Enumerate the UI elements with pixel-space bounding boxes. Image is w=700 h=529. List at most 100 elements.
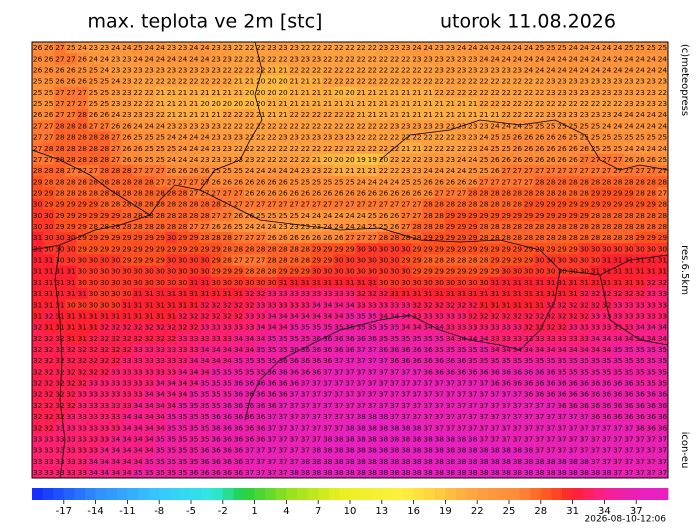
cell bbox=[389, 109, 401, 121]
cell-value: 27 bbox=[401, 211, 411, 220]
cell bbox=[489, 198, 501, 210]
cell-value: 32 bbox=[33, 367, 42, 376]
cell-value: 23 bbox=[401, 43, 411, 52]
cell bbox=[32, 198, 44, 210]
cell-value: 30 bbox=[580, 267, 590, 276]
cell-value: 37 bbox=[323, 412, 333, 421]
cell bbox=[299, 109, 312, 121]
cell bbox=[43, 75, 55, 88]
cell-value: 27 bbox=[591, 166, 601, 175]
cell-value: 32 bbox=[66, 356, 75, 365]
colorbar-swatch bbox=[657, 488, 669, 500]
cell-value: 28 bbox=[133, 211, 143, 220]
cell-value: 33 bbox=[78, 412, 88, 421]
cell-value: 26 bbox=[89, 110, 99, 119]
cell-value: 24 bbox=[490, 121, 500, 130]
cell-value: 20 bbox=[256, 88, 266, 97]
cell-value: 32 bbox=[211, 300, 220, 309]
cell bbox=[578, 220, 591, 233]
cell bbox=[333, 120, 345, 132]
cell-value: 28 bbox=[44, 144, 54, 153]
cell bbox=[411, 187, 423, 199]
cell-value: 37 bbox=[334, 367, 344, 376]
cell bbox=[210, 176, 222, 188]
cell-value: 23 bbox=[211, 66, 221, 75]
cell bbox=[366, 209, 379, 222]
cell bbox=[656, 42, 669, 54]
cell-value: 32 bbox=[189, 311, 198, 320]
cell-value: 22 bbox=[401, 54, 410, 63]
cell-value: 34 bbox=[144, 434, 154, 443]
cell-value: 38 bbox=[435, 457, 445, 466]
cell-value: 28 bbox=[658, 177, 668, 186]
cell-value: 24 bbox=[490, 54, 500, 63]
cell bbox=[188, 187, 200, 199]
cell-value: 33 bbox=[568, 323, 578, 332]
cell-value: 34 bbox=[189, 367, 199, 376]
cell bbox=[377, 198, 390, 210]
cell-value: 36 bbox=[591, 390, 601, 399]
cell-value: 27 bbox=[535, 166, 545, 175]
cell-value: 24 bbox=[167, 155, 177, 164]
cell-value: 30 bbox=[356, 244, 366, 253]
cell bbox=[188, 153, 200, 166]
cell-value: 27 bbox=[513, 177, 523, 186]
cell-value: 35 bbox=[635, 367, 645, 376]
cell bbox=[76, 142, 89, 155]
cell bbox=[165, 198, 178, 210]
cell-value: 27 bbox=[267, 200, 277, 209]
cell-value: 34 bbox=[144, 412, 154, 421]
cell-value: 37 bbox=[334, 423, 344, 432]
cell-value: 34 bbox=[647, 323, 657, 332]
cell bbox=[244, 299, 256, 311]
cell-value: 21 bbox=[368, 166, 378, 175]
cell bbox=[221, 109, 234, 121]
cell-value: 22 bbox=[513, 88, 522, 97]
cell-value: 30 bbox=[390, 278, 400, 287]
cell-value: 29 bbox=[524, 200, 534, 209]
cell-value: 30 bbox=[66, 300, 76, 309]
cell bbox=[110, 287, 122, 300]
cell bbox=[478, 243, 490, 255]
cell-value: 29 bbox=[557, 211, 567, 220]
cell-value: 29 bbox=[446, 211, 456, 220]
cell-value: 36 bbox=[267, 401, 277, 410]
cell-value: 24 bbox=[546, 54, 556, 63]
cell bbox=[110, 254, 122, 266]
cell-value: 27 bbox=[345, 233, 355, 242]
colorbar-swatch bbox=[201, 488, 213, 500]
cell bbox=[110, 42, 122, 54]
cell bbox=[623, 287, 635, 300]
cell bbox=[545, 97, 557, 110]
cell-value: 33 bbox=[256, 311, 266, 320]
cell-value: 22 bbox=[412, 77, 421, 86]
cell bbox=[456, 86, 468, 99]
cell-value: 29 bbox=[568, 200, 578, 209]
cell bbox=[511, 176, 524, 188]
cell-value: 26 bbox=[290, 188, 300, 197]
cell bbox=[489, 75, 501, 88]
cell-value: 20 bbox=[267, 88, 277, 97]
cell-value: 37 bbox=[457, 401, 467, 410]
cell bbox=[98, 299, 111, 311]
cell-value: 28 bbox=[78, 155, 88, 164]
cell-value: 36 bbox=[234, 434, 244, 443]
cell bbox=[601, 53, 613, 65]
cell-value: 29 bbox=[468, 211, 478, 220]
cell-value: 29 bbox=[468, 267, 478, 276]
cell-value: 33 bbox=[111, 423, 121, 432]
cell bbox=[98, 109, 111, 121]
cell-value: 22 bbox=[502, 99, 511, 108]
cell-value: 37 bbox=[568, 446, 578, 455]
cell-value: 33 bbox=[334, 289, 344, 298]
colorbar-swatch bbox=[63, 488, 75, 500]
cell-value: 22 bbox=[379, 77, 388, 86]
colorbar-swatch bbox=[42, 488, 54, 500]
cell bbox=[177, 42, 189, 54]
cell-value: 22 bbox=[602, 99, 611, 108]
colorbar-swatch bbox=[625, 488, 637, 500]
cell bbox=[132, 75, 144, 88]
cell-value: 22 bbox=[468, 88, 477, 97]
cell-value: 29 bbox=[546, 200, 556, 209]
cell bbox=[344, 198, 356, 210]
